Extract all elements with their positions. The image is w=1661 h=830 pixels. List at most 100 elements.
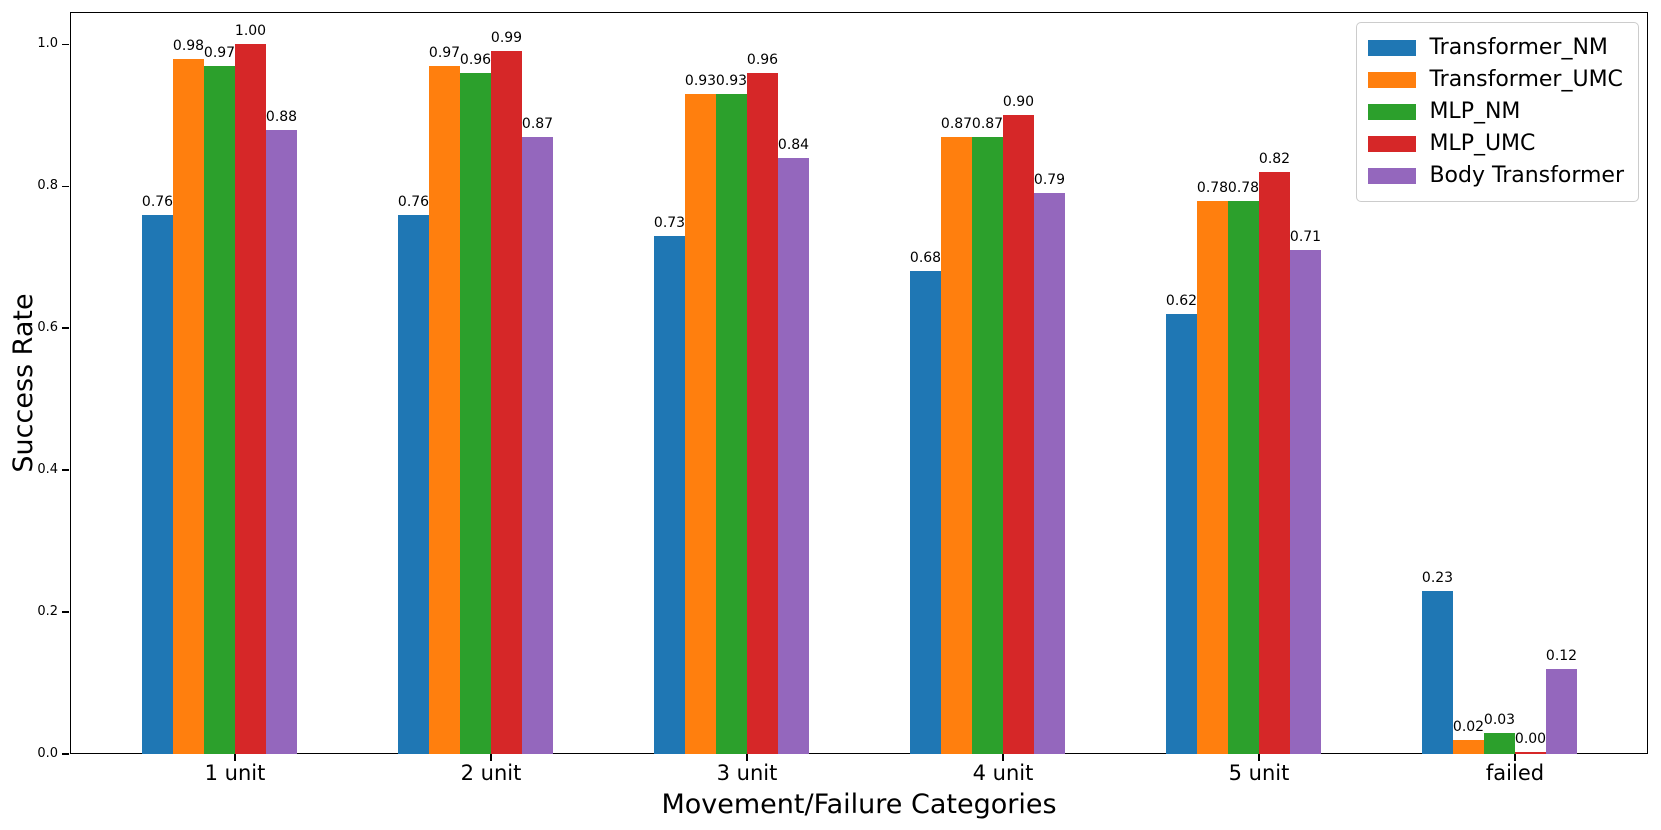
bar [685, 94, 716, 754]
bar-value-label: 0.02 [1452, 718, 1485, 735]
bar [142, 214, 173, 754]
category-label: 2 unit [460, 761, 522, 785]
bar-value-label: 0.23 [1421, 569, 1454, 586]
bar [204, 65, 235, 754]
bar [522, 136, 553, 754]
legend-item: Body Transformer [1368, 160, 1624, 192]
legend-item: Transformer_UMC [1368, 64, 1624, 96]
bar [460, 72, 491, 754]
legend-label: MLP_UMC [1429, 131, 1536, 156]
bar [716, 94, 747, 754]
bar-value-label: 0.03 [1483, 711, 1516, 728]
legend-label: MLP_NM [1429, 99, 1521, 124]
bar [1546, 668, 1577, 754]
bar [429, 65, 460, 754]
bar-value-label: 0.62 [1165, 293, 1198, 310]
bar [1003, 115, 1034, 754]
bar-value-label: 0.68 [909, 250, 942, 267]
bar-value-label: 0.96 [746, 51, 779, 68]
bar-value-label: 0.78 [1196, 179, 1229, 196]
x-tick-mark [1258, 754, 1260, 761]
bar [398, 214, 429, 754]
bar [1484, 732, 1515, 754]
legend-item: MLP_NM [1368, 96, 1624, 128]
bar-value-label: 0.96 [459, 51, 492, 68]
legend-swatch-icon [1368, 136, 1417, 152]
category-label: failed [1485, 761, 1545, 785]
bar [1034, 193, 1065, 754]
bar-value-label: 0.78 [1227, 179, 1260, 196]
bar-value-label: 0.93 [715, 73, 748, 90]
legend: Transformer_NM Transformer_UMC MLP_NM MLP_U… [1356, 22, 1639, 202]
bar-value-label: 0.00 [1514, 731, 1547, 747]
y-tick-label: 0.4 [37, 462, 58, 478]
legend-swatch-icon [1368, 40, 1417, 56]
bar-value-label: 0.87 [971, 115, 1004, 132]
bar-value-label: 0.88 [265, 108, 298, 125]
bar [654, 235, 685, 754]
y-tick-mark [61, 327, 69, 329]
bar-value-label: 0.71 [1289, 229, 1322, 246]
bar-value-label: 0.98 [172, 37, 205, 54]
bar-value-label: 0.90 [1002, 94, 1035, 111]
x-axis-label: Movement/Failure Categories [661, 789, 1057, 820]
y-tick-label: 0.0 [37, 746, 58, 761]
bar-value-label: 0.79 [1033, 172, 1066, 189]
y-tick-label: 1.0 [37, 36, 58, 52]
y-tick-label: 0.6 [37, 320, 58, 336]
legend-item: MLP_UMC [1368, 128, 1624, 160]
bar [941, 136, 972, 754]
legend-swatch-icon [1368, 104, 1417, 120]
bar-value-label: 0.97 [203, 44, 236, 61]
bar-value-label: 0.93 [684, 73, 717, 90]
bar [1422, 590, 1453, 754]
bar-value-label: 0.12 [1545, 647, 1578, 664]
bar-value-label: 0.87 [521, 115, 554, 132]
bar-value-label: 1.00 [234, 23, 267, 40]
legend-swatch-icon [1368, 72, 1417, 88]
bar-value-label: 0.97 [428, 44, 461, 61]
bar [235, 44, 266, 754]
bar [1166, 314, 1197, 754]
x-tick-mark [1514, 754, 1516, 761]
bar [266, 129, 297, 754]
bar-value-label: 0.76 [397, 193, 430, 210]
legend-label: Transformer_UMC [1429, 67, 1623, 92]
bar [1259, 172, 1290, 754]
bar-value-label: 0.76 [141, 193, 174, 210]
bar-value-label: 0.84 [777, 136, 810, 153]
bar [1228, 200, 1259, 754]
y-tick-mark [61, 185, 69, 188]
y-axis-label: Success Rate [8, 293, 39, 473]
bar [491, 51, 522, 754]
y-tick-label: 0.2 [37, 604, 58, 620]
y-tick-mark [61, 43, 69, 46]
bar [173, 58, 204, 754]
y-tick-label: 0.8 [37, 178, 58, 194]
y-tick-mark [61, 611, 69, 613]
x-tick-mark [490, 754, 492, 761]
bar-value-label: 0.99 [490, 30, 523, 47]
bar [972, 136, 1003, 754]
bar [1453, 739, 1484, 754]
x-tick-mark [746, 754, 748, 761]
category-label: 4 unit [972, 761, 1034, 785]
bar-value-label: 0.87 [940, 115, 973, 132]
bar [778, 157, 809, 754]
legend-label: Transformer_NM [1429, 35, 1608, 60]
bar-value-label: 0.82 [1258, 151, 1291, 168]
x-tick-mark [234, 754, 236, 761]
bar [1197, 200, 1228, 754]
legend-item: Transformer_NM [1368, 32, 1624, 64]
category-label: 3 unit [716, 761, 778, 785]
bar [747, 72, 778, 754]
y-tick-mark [61, 753, 69, 755]
plot-area: Transformer_NM Transformer_UMC MLP_NM MLP_U… [37, 12, 1648, 785]
category-label: 5 unit [1228, 761, 1290, 785]
bar [1290, 250, 1321, 754]
legend-swatch-icon [1368, 168, 1417, 184]
y-tick-mark [61, 469, 69, 471]
category-label: 1 unit [204, 761, 266, 785]
bar [1515, 752, 1546, 754]
